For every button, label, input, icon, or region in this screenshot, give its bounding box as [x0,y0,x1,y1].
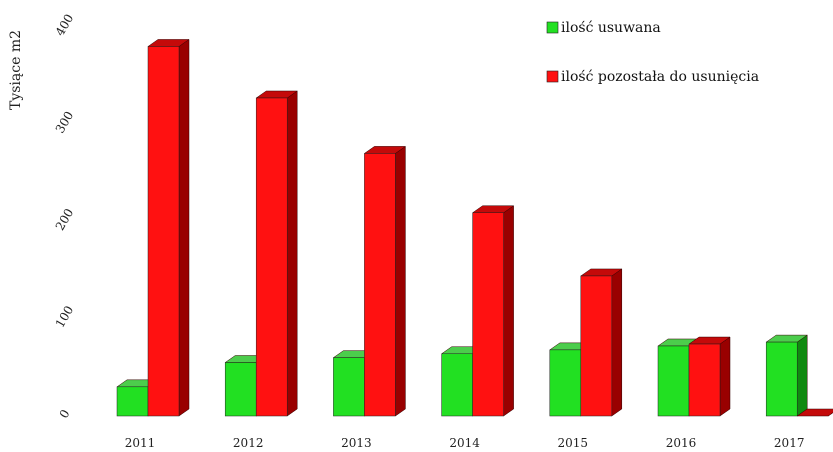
x-axis-ticks: 2011 2012 2013 2014 2015 2016 2017 [125,436,805,450]
bar-front [255,97,288,417]
y-axis-title: Tysiące m2 [8,30,24,110]
bar-side [286,90,298,417]
bar-side [178,38,190,417]
x-tick-label-2013: 2013 [341,436,372,450]
legend-swatch-ilosc-usuwana [546,21,559,34]
x-tick-label-2016: 2016 [666,436,697,450]
legend-label-ilosc-pozostala: ilość pozostała do usunięcia [561,69,759,85]
bar-ilosc-pozostala-do-usuniecia-2016 [688,336,731,417]
x-tick-label-2012: 2012 [233,436,264,450]
bar-front [688,343,721,417]
bar-ilosc-pozostala-do-usuniecia-2014 [471,205,515,417]
bar-ilosc-pozostala-do-usuniecia-2011 [147,38,190,417]
bar-front [765,341,798,417]
bar-front [657,345,690,417]
y-tick-label-200: 200 [53,206,77,233]
bar-front [364,153,396,417]
bar-ilosc-pozostala-do-usuniecia-2013 [363,145,407,417]
bar-ilosc-pozostala-do-usuniecia-2015 [580,268,623,417]
x-tick-label-2017: 2017 [774,436,805,450]
bar-front [147,46,180,417]
bar-ilosc-pozostala-do-usuniecia-2012 [255,90,298,417]
bar-front [224,362,257,417]
y-tick-label-0: 0 [57,407,73,421]
legend: ilość usuwana ilość pozostała do usunięc… [546,20,759,85]
bar-front [333,357,365,417]
bar-ilosc-pozostala-do-usuniecia-2017 [796,408,833,417]
bar-front [549,349,582,417]
y-tick-label-300: 300 [53,109,77,136]
y-tick-label-400: 400 [53,12,77,39]
bar-top [796,408,833,417]
y-tick-label-100: 100 [53,303,77,330]
bar-ilosc-usuwana-2017 [765,334,808,417]
bar-side [611,268,623,417]
x-tick-label-2014: 2014 [449,436,480,450]
bar-side [395,145,406,417]
x-tick-label-2015: 2015 [558,436,589,450]
bar-front [580,275,613,417]
legend-label-ilosc-usuwana: ilość usuwana [561,20,661,36]
y-axis-ticks: 0 100 200 300 400 [53,12,77,421]
legend-swatch-ilosc-pozostala [546,70,559,83]
x-tick-label-2011: 2011 [125,436,156,450]
bar-front [116,386,149,417]
plot-area [116,38,833,417]
bar-front [441,353,473,417]
bar-side [796,334,808,417]
bar-front [472,212,504,417]
bar-side [719,336,731,417]
bar-side [503,205,514,417]
